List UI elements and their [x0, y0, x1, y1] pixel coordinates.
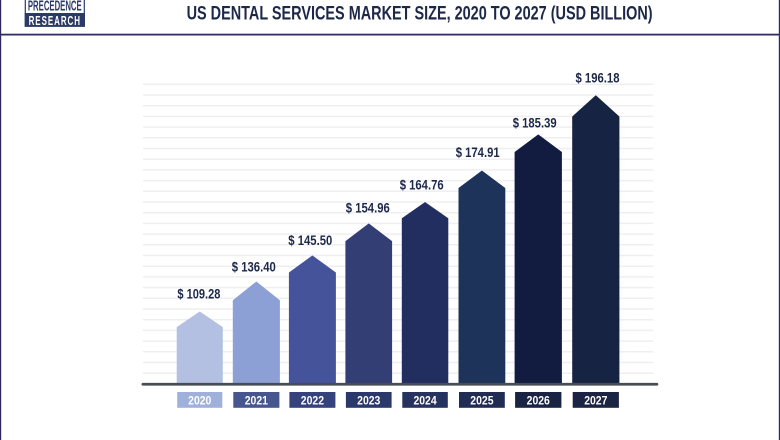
svg-text:2022: 2022: [301, 394, 324, 408]
svg-text:2026: 2026: [527, 394, 550, 408]
svg-text:$ 109.28: $ 109.28: [177, 287, 220, 302]
svg-text:US DENTAL SERVICES MARKET SIZE: US DENTAL SERVICES MARKET SIZE, 2020 TO …: [187, 3, 653, 25]
svg-text:2021: 2021: [245, 394, 268, 408]
svg-text:$ 145.50: $ 145.50: [288, 233, 332, 248]
svg-text:$ 196.18: $ 196.18: [576, 71, 620, 86]
svg-text:2024: 2024: [413, 394, 436, 408]
svg-text:RESEARCH: RESEARCH: [29, 14, 81, 28]
svg-text:2020: 2020: [188, 394, 211, 408]
svg-text:2025: 2025: [470, 394, 493, 408]
svg-text:$ 136.40: $ 136.40: [232, 259, 276, 274]
svg-text:$ 154.96: $ 154.96: [346, 201, 390, 216]
svg-text:PRECEDENCE: PRECEDENCE: [28, 0, 82, 15]
svg-text:$ 174.91: $ 174.91: [456, 145, 500, 160]
svg-text:$ 185.39: $ 185.39: [513, 116, 557, 131]
svg-text:$ 164.76: $ 164.76: [400, 177, 444, 192]
svg-text:2023: 2023: [357, 394, 380, 408]
svg-text:2027: 2027: [584, 394, 607, 408]
